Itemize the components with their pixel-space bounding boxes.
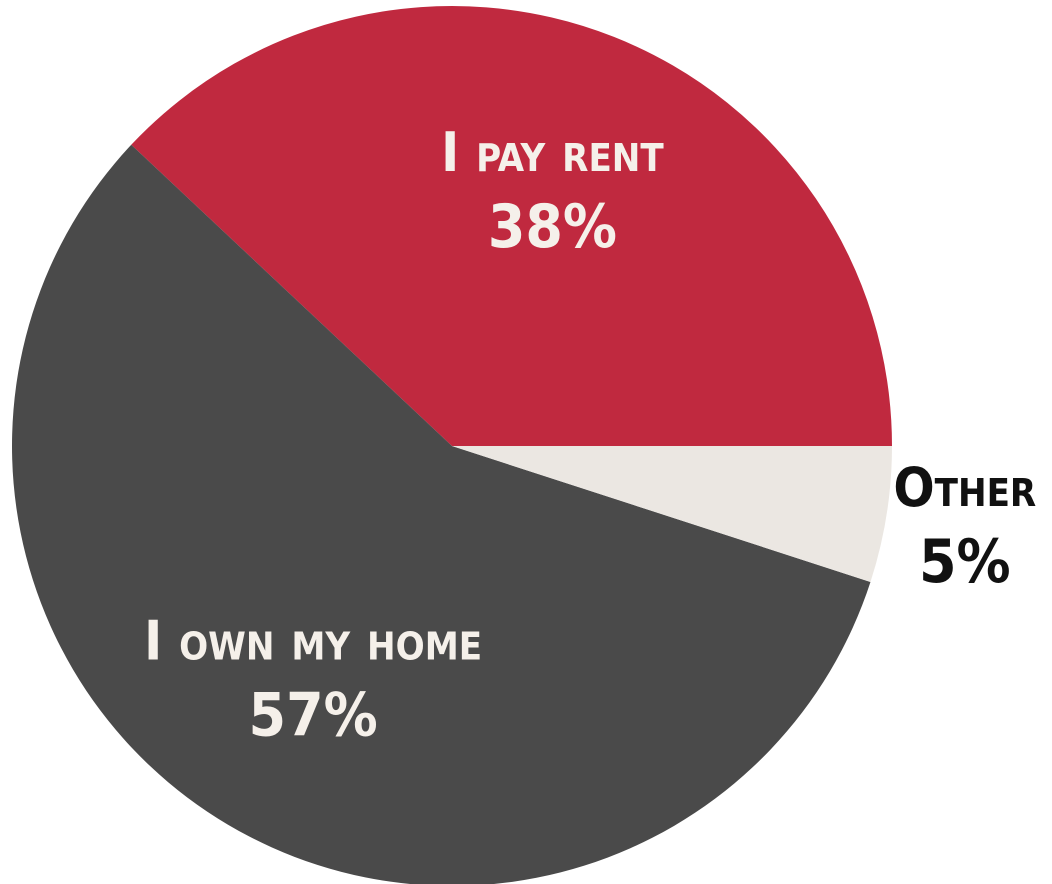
slice-label: I pay rent [441,121,664,184]
slice-value-label: 38% [488,192,617,262]
slice-label: I own my home [144,609,482,672]
slice-value-label: 5% [919,527,1011,597]
pie-slice [452,446,892,582]
slice-value-label: 57% [249,680,378,750]
pie-slice [131,6,893,447]
pie-slice [12,144,871,884]
slice-label: Other [893,456,1036,519]
